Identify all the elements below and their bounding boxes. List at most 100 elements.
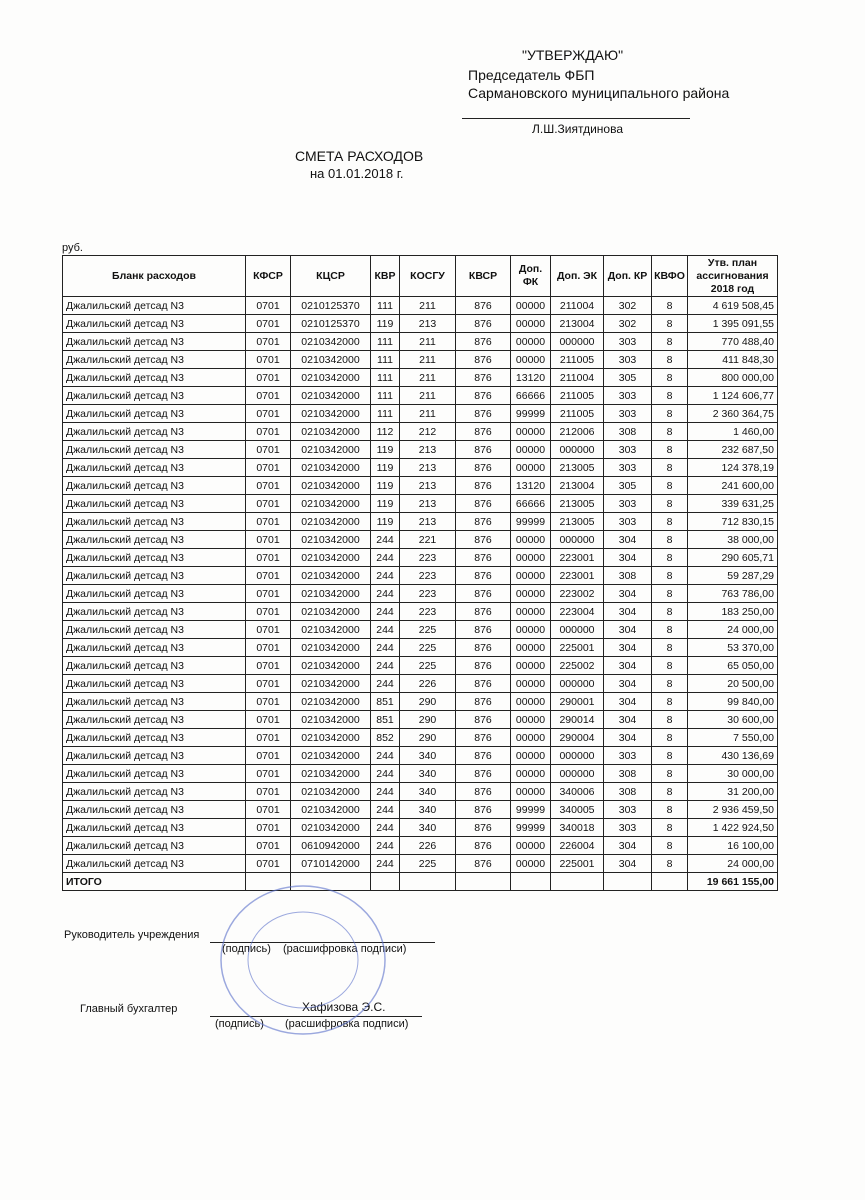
cell: 8	[651, 314, 688, 333]
cell: 213005	[550, 494, 604, 513]
cell: 8	[651, 458, 688, 477]
cell: 244	[370, 674, 400, 693]
cell: 8	[651, 584, 688, 603]
table-row: Джалильский детсад N3 0701 0210342000 244 22…	[62, 530, 778, 549]
cell: 308	[603, 566, 652, 585]
cell: 2 936 459,50	[687, 800, 778, 819]
cell: 0210342000	[290, 512, 371, 531]
cell: 8	[651, 746, 688, 765]
column-header: КВСР	[455, 255, 511, 297]
table-row: Джалильский детсад N3 0701 0210342000 244 34…	[62, 782, 778, 801]
cell: 0701	[245, 476, 291, 495]
cell: 221	[399, 530, 456, 549]
cell: 1 460,00	[687, 422, 778, 441]
cell: 119	[370, 458, 400, 477]
cell: 763 786,00	[687, 584, 778, 603]
cell: 1 124 606,77	[687, 386, 778, 405]
column-header: КФСР	[245, 255, 291, 297]
cell: 876	[455, 764, 511, 783]
column-header: КЦСР	[290, 255, 371, 297]
cell: 0210342000	[290, 386, 371, 405]
table-row: Джалильский детсад N3 0701 0210342000 852 29…	[62, 728, 778, 747]
cell: 212	[399, 422, 456, 441]
cell: 0701	[245, 692, 291, 711]
cell: 339 631,25	[687, 494, 778, 513]
cell: 000000	[550, 764, 604, 783]
cell: 876	[455, 638, 511, 657]
cell: 0701	[245, 350, 291, 369]
cell: 53 370,00	[687, 638, 778, 657]
cell: 851	[370, 692, 400, 711]
cell: 38 000,00	[687, 530, 778, 549]
cell: 223004	[550, 602, 604, 621]
cell: 24 000,00	[687, 620, 778, 639]
table-row: Джалильский детсад N3 0701 0210342000 111 21…	[62, 404, 778, 423]
head-sign: (подпись)	[222, 943, 271, 955]
head-decode: (расшифровка подписи)	[283, 943, 407, 955]
cell: 223002	[550, 584, 604, 603]
cell: 244	[370, 656, 400, 675]
cell: 340006	[550, 782, 604, 801]
cell: 213	[399, 440, 456, 459]
table-row: Джалильский детсад N3 0701 0210342000 244 22…	[62, 566, 778, 585]
sign-line	[210, 1016, 422, 1017]
table-row: Джалильский детсад N3 0701 0210342000 119 21…	[62, 512, 778, 531]
cell: 223001	[550, 566, 604, 585]
cell: 304	[603, 584, 652, 603]
cell: 00000	[510, 674, 551, 693]
cell: 0210342000	[290, 728, 371, 747]
cell: 211005	[550, 350, 604, 369]
cell: 304	[603, 710, 652, 729]
column-header: Доп. КР	[603, 255, 652, 297]
acc-decode: (расшифровка подписи)	[285, 1018, 409, 1030]
cell: 8	[651, 710, 688, 729]
cell: 244	[370, 800, 400, 819]
cell: 244	[370, 548, 400, 567]
cell: 0701	[245, 530, 291, 549]
cell: 8	[651, 566, 688, 585]
column-header: Доп. ЭК	[550, 255, 604, 297]
cell: 8	[651, 386, 688, 405]
table-row: Джалильский детсад N3 0701 0210342000 111 21…	[62, 386, 778, 405]
cell: 876	[455, 674, 511, 693]
cell: 8	[651, 656, 688, 675]
cell: 0701	[245, 782, 291, 801]
cell: 111	[370, 296, 400, 315]
cell: 8	[651, 674, 688, 693]
cell: 712 830,15	[687, 512, 778, 531]
cell: Джалильский детсад N3	[62, 818, 246, 837]
table-row: Джалильский детсад N3 0701 0210342000 851 29…	[62, 710, 778, 729]
district: Сармановского муниципального района	[468, 85, 730, 101]
cell: 290001	[550, 692, 604, 711]
acc-sign: (подпись)	[215, 1018, 264, 1030]
column-header: Доп. ФК	[510, 255, 551, 297]
cell: 303	[603, 404, 652, 423]
cell: 0210342000	[290, 566, 371, 585]
cell: 7 550,00	[687, 728, 778, 747]
cell: 211	[399, 386, 456, 405]
cell: 0701	[245, 602, 291, 621]
cell: Джалильский детсад N3	[62, 476, 246, 495]
cell: 770 488,40	[687, 332, 778, 351]
cell: 000000	[550, 440, 604, 459]
cell: Джалильский детсад N3	[62, 782, 246, 801]
cell: Джалильский детсад N3	[62, 584, 246, 603]
unit: руб.	[62, 242, 83, 254]
cell: 304	[603, 548, 652, 567]
cell: 340005	[550, 800, 604, 819]
stamp	[220, 885, 386, 1035]
cell: 8	[651, 548, 688, 567]
column-header: Бланк расходов	[62, 255, 246, 297]
cell: 290004	[550, 728, 604, 747]
cell: 211	[399, 368, 456, 387]
cell: Джалильский детсад N3	[62, 674, 246, 693]
cell: 0701	[245, 458, 291, 477]
approve: "УТВЕРЖДАЮ"	[522, 47, 624, 63]
cell: Джалильский детсад N3	[62, 458, 246, 477]
cell: 16 100,00	[687, 836, 778, 855]
cell: 00000	[510, 314, 551, 333]
cell: 0210125370	[290, 314, 371, 333]
table-row: Джалильский детсад N3 0701 0210342000 244 22…	[62, 584, 778, 603]
cell: 876	[455, 854, 511, 873]
cell: 0210342000	[290, 656, 371, 675]
